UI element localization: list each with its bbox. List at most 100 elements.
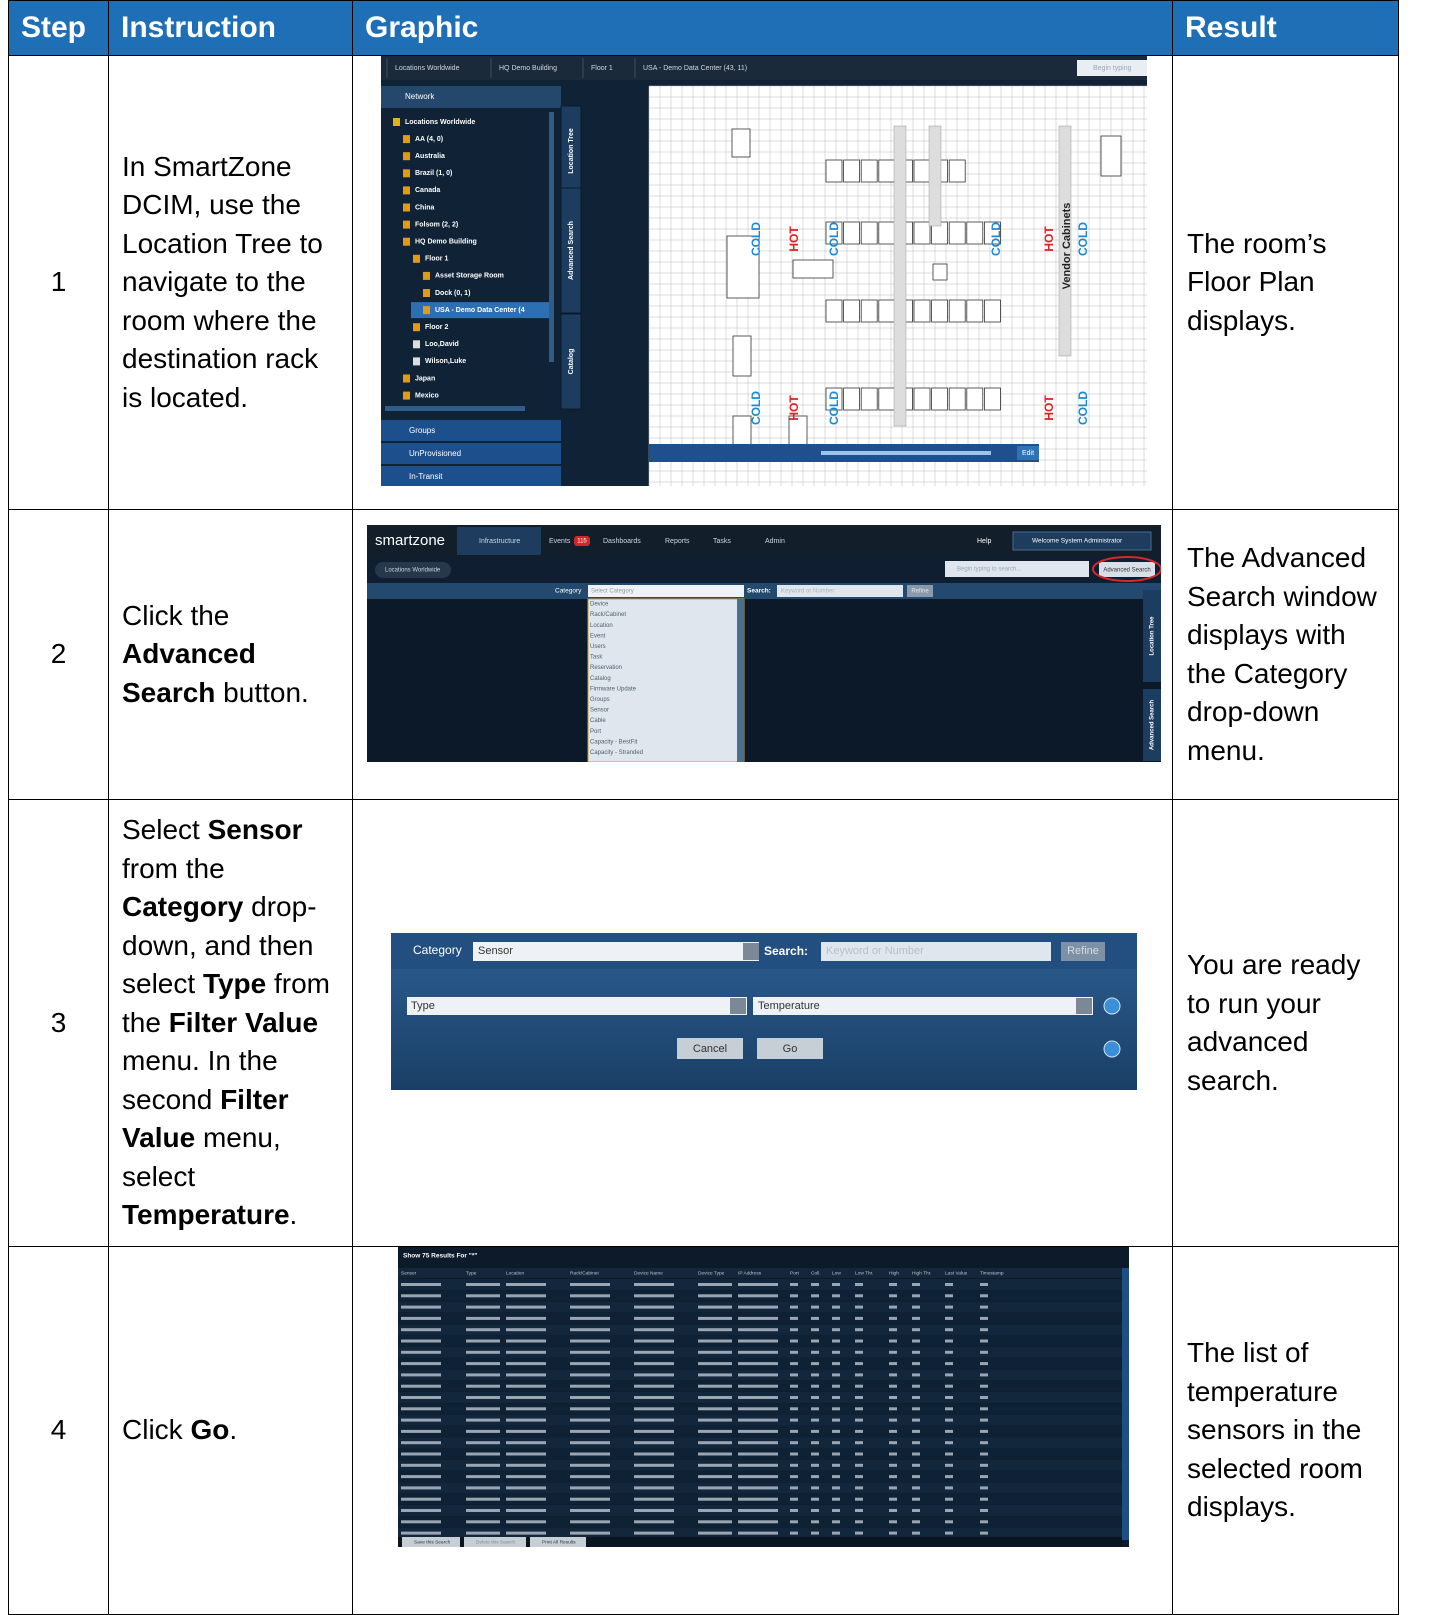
cell-text bbox=[912, 1463, 920, 1467]
graphic-cell: Locations Worldwide HQ Demo Building Floor… bbox=[352, 55, 1173, 510]
column-header: Low Thr. bbox=[855, 1270, 873, 1276]
bottom-bar bbox=[381, 443, 561, 464]
tree-icon bbox=[403, 220, 410, 229]
hot-label: HOT bbox=[1042, 395, 1056, 421]
cell-text bbox=[889, 1396, 897, 1399]
breadcrumb-bar bbox=[381, 56, 1147, 80]
breadcrumb: USA - Demo Data Center (43, 11) bbox=[643, 65, 747, 72]
rack bbox=[913, 159, 931, 183]
cell-text bbox=[832, 1452, 840, 1456]
rack bbox=[931, 387, 948, 411]
cell-text bbox=[912, 1520, 920, 1524]
cell-text bbox=[945, 1328, 953, 1332]
cell-text bbox=[634, 1316, 674, 1320]
help: Help bbox=[977, 538, 992, 545]
cell-text bbox=[401, 1373, 441, 1377]
cell-text bbox=[698, 1396, 732, 1399]
cold-label: COLD bbox=[827, 222, 841, 256]
cell-text bbox=[889, 1305, 897, 1309]
cell-text bbox=[698, 1441, 732, 1445]
cell-text bbox=[634, 1463, 674, 1467]
cell-text bbox=[811, 1418, 819, 1422]
cell-text bbox=[401, 1452, 441, 1456]
cell-text bbox=[980, 1463, 988, 1467]
cell-text bbox=[912, 1384, 920, 1388]
cell-text bbox=[912, 1486, 920, 1490]
breadcrumb: HQ Demo Building bbox=[499, 65, 557, 72]
hot-label: HOT bbox=[787, 226, 801, 252]
rack bbox=[825, 221, 843, 245]
cell-text bbox=[790, 1418, 798, 1422]
cancel-button bbox=[677, 1038, 743, 1059]
cell-text bbox=[506, 1452, 546, 1456]
cell-text bbox=[698, 1283, 732, 1286]
cell-text bbox=[401, 1407, 441, 1411]
cell-text bbox=[811, 1373, 819, 1377]
cell-text bbox=[634, 1418, 674, 1422]
cell-text bbox=[466, 1384, 500, 1388]
cell-text bbox=[401, 1463, 441, 1467]
cell-text bbox=[506, 1486, 546, 1490]
cell-text bbox=[570, 1305, 610, 1309]
instruction-bold: Sensor bbox=[207, 814, 303, 846]
cold-label: COLD bbox=[1076, 222, 1090, 256]
hatched-zone bbox=[893, 125, 907, 427]
cell-text bbox=[855, 1475, 863, 1479]
cell-text bbox=[466, 1441, 500, 1445]
cell-text bbox=[401, 1531, 441, 1535]
cell-text bbox=[855, 1441, 863, 1445]
column-header: Location bbox=[506, 1270, 524, 1276]
bottom-bar-label: Groups bbox=[409, 426, 435, 435]
rack bbox=[860, 159, 878, 183]
tree-item: Mexico bbox=[415, 392, 439, 399]
tree-icon bbox=[423, 271, 430, 280]
cell-text bbox=[634, 1441, 674, 1445]
result-cell: The room’s Floor Plan displays. bbox=[1172, 55, 1399, 510]
nav-item: Tasks bbox=[713, 538, 731, 545]
cell-text bbox=[401, 1520, 441, 1524]
column-header: Port bbox=[790, 1270, 799, 1276]
cell-text bbox=[945, 1463, 953, 1467]
tree-item: Floor 2 bbox=[425, 324, 448, 331]
cell-text bbox=[945, 1520, 953, 1524]
footer-button-label: Delete this Search bbox=[476, 1539, 516, 1545]
cell-text bbox=[466, 1373, 500, 1377]
cell-text bbox=[506, 1350, 546, 1354]
search-box bbox=[945, 561, 1089, 577]
cell-text bbox=[634, 1497, 674, 1501]
cell-text bbox=[401, 1441, 441, 1445]
cell-text bbox=[738, 1509, 778, 1512]
cell-text bbox=[832, 1384, 840, 1388]
cell-text bbox=[811, 1294, 819, 1298]
column-header: Device Type bbox=[698, 1270, 725, 1276]
welcome-box bbox=[1012, 531, 1152, 551]
cell-text bbox=[401, 1350, 441, 1354]
type-select bbox=[407, 997, 747, 1015]
menu-item: Catalog bbox=[590, 676, 611, 682]
cell-text bbox=[790, 1486, 798, 1490]
cell-text bbox=[855, 1452, 863, 1456]
cell-text bbox=[980, 1429, 988, 1433]
cell-text bbox=[634, 1350, 674, 1354]
cell-text bbox=[832, 1486, 840, 1490]
cell-text bbox=[738, 1475, 778, 1479]
cold-label: COLD bbox=[989, 222, 1003, 256]
cell-text bbox=[466, 1305, 500, 1309]
side-tab bbox=[1143, 689, 1161, 761]
tree-icon bbox=[403, 374, 410, 383]
cell-text bbox=[698, 1531, 732, 1535]
cell-text bbox=[832, 1305, 840, 1309]
cell-text bbox=[980, 1316, 988, 1320]
cell-text bbox=[832, 1497, 840, 1501]
tree-item: Brazil (1, 0) bbox=[415, 170, 452, 177]
cell-text bbox=[945, 1441, 953, 1445]
cell-text bbox=[570, 1384, 610, 1388]
cell-text bbox=[790, 1294, 798, 1298]
cell-text bbox=[912, 1441, 920, 1445]
cell-text bbox=[634, 1429, 674, 1433]
cell-text bbox=[912, 1316, 920, 1320]
dropdown bbox=[587, 598, 745, 762]
edit-label: Edit bbox=[1022, 450, 1034, 457]
header-cell: Graphic bbox=[352, 0, 1173, 56]
cell-text bbox=[945, 1339, 953, 1343]
